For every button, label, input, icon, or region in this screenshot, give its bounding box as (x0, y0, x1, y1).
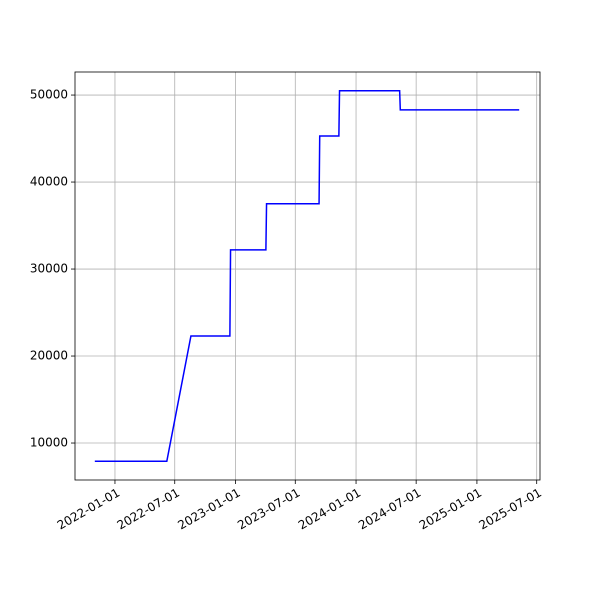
data-line (94, 89, 520, 463)
y-tick-label: 40000 (30, 175, 68, 189)
axes-frame (74, 71, 541, 481)
y-tick-label: 50000 (30, 88, 68, 102)
y-tick-label: 20000 (30, 349, 68, 363)
grid-layer (75, 72, 540, 480)
plot-layer (94, 89, 520, 463)
y-tick-label: 10000 (30, 436, 68, 450)
y-tick-label: 30000 (30, 262, 68, 276)
